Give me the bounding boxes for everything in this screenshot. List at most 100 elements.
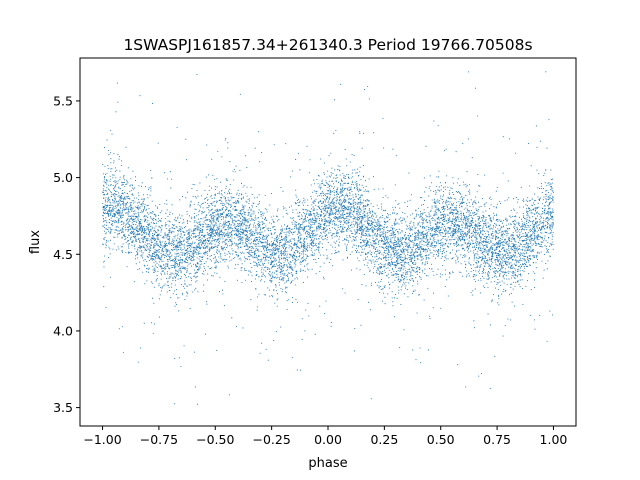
data-point bbox=[298, 215, 300, 217]
data-point bbox=[410, 272, 412, 274]
data-point bbox=[350, 183, 353, 185]
data-point bbox=[119, 212, 121, 214]
data-point bbox=[509, 228, 511, 230]
data-point bbox=[438, 217, 440, 219]
data-point bbox=[487, 278, 489, 280]
data-point bbox=[302, 223, 304, 225]
data-point bbox=[455, 243, 457, 245]
data-point bbox=[482, 215, 484, 217]
data-point bbox=[517, 237, 519, 239]
data-point bbox=[318, 220, 321, 222]
data-point bbox=[141, 205, 143, 207]
data-point bbox=[427, 241, 430, 243]
data-point bbox=[392, 242, 394, 244]
data-point bbox=[526, 280, 529, 282]
data-point bbox=[434, 250, 436, 252]
data-point bbox=[466, 203, 468, 205]
data-point bbox=[275, 271, 277, 273]
data-point bbox=[319, 200, 322, 202]
data-point bbox=[549, 224, 552, 226]
data-point bbox=[431, 245, 433, 247]
data-point bbox=[510, 286, 512, 288]
data-point bbox=[462, 230, 464, 232]
data-point bbox=[173, 235, 175, 238]
data-point bbox=[320, 183, 322, 185]
data-point bbox=[197, 218, 199, 220]
data-point bbox=[304, 241, 306, 243]
data-point bbox=[244, 212, 247, 214]
data-point bbox=[527, 250, 529, 252]
data-point bbox=[293, 226, 295, 228]
data-point bbox=[139, 240, 141, 242]
data-point bbox=[265, 276, 267, 278]
data-point bbox=[283, 245, 286, 247]
data-point bbox=[379, 234, 381, 236]
data-point bbox=[250, 271, 252, 273]
data-point bbox=[511, 248, 514, 250]
data-point bbox=[119, 188, 121, 190]
data-point bbox=[403, 278, 405, 280]
data-point bbox=[534, 193, 536, 195]
data-point bbox=[153, 267, 155, 269]
data-point bbox=[202, 253, 204, 255]
data-point bbox=[186, 257, 188, 259]
data-point bbox=[542, 277, 544, 279]
data-point bbox=[517, 252, 519, 254]
data-point bbox=[296, 196, 298, 198]
data-point bbox=[346, 165, 348, 167]
data-point bbox=[263, 275, 265, 277]
data-point bbox=[487, 273, 489, 275]
data-point bbox=[339, 217, 341, 219]
data-point bbox=[536, 227, 538, 229]
data-point bbox=[493, 218, 495, 220]
data-point bbox=[519, 267, 522, 269]
data-point bbox=[472, 290, 474, 292]
data-point bbox=[498, 259, 500, 261]
data-point bbox=[199, 227, 201, 229]
data-point bbox=[426, 231, 428, 233]
data-point bbox=[264, 236, 266, 238]
data-point bbox=[455, 213, 457, 215]
data-point bbox=[223, 226, 225, 228]
data-point bbox=[285, 231, 287, 233]
data-point bbox=[259, 221, 261, 223]
data-point bbox=[428, 241, 430, 243]
data-point bbox=[516, 234, 518, 236]
data-point bbox=[134, 232, 136, 234]
data-point bbox=[134, 236, 136, 239]
data-point bbox=[319, 241, 321, 243]
data-point bbox=[243, 211, 245, 213]
data-point bbox=[239, 257, 241, 259]
data-point bbox=[297, 240, 299, 242]
data-point bbox=[518, 221, 520, 223]
data-point bbox=[344, 218, 346, 220]
data-point bbox=[344, 177, 346, 180]
data-point bbox=[351, 251, 353, 253]
data-point bbox=[527, 232, 529, 234]
data-point bbox=[215, 223, 217, 225]
data-point bbox=[180, 270, 182, 272]
data-point bbox=[478, 217, 480, 219]
data-point bbox=[521, 257, 523, 259]
data-point bbox=[169, 211, 171, 213]
data-point bbox=[174, 246, 176, 248]
data-point bbox=[351, 203, 353, 205]
data-point bbox=[301, 253, 303, 255]
data-point bbox=[463, 184, 465, 186]
data-point bbox=[319, 184, 321, 186]
data-point bbox=[526, 216, 528, 218]
data-point bbox=[336, 196, 338, 198]
data-point bbox=[314, 223, 316, 225]
data-point bbox=[432, 255, 434, 257]
data-point bbox=[381, 273, 383, 275]
data-point bbox=[126, 202, 129, 204]
data-point bbox=[414, 236, 416, 238]
data-point bbox=[356, 212, 358, 214]
data-point bbox=[417, 294, 419, 296]
data-point bbox=[225, 214, 227, 216]
data-point bbox=[120, 224, 122, 226]
data-point bbox=[537, 233, 539, 235]
data-point bbox=[507, 241, 509, 243]
data-point bbox=[150, 238, 152, 240]
data-point bbox=[286, 255, 288, 257]
